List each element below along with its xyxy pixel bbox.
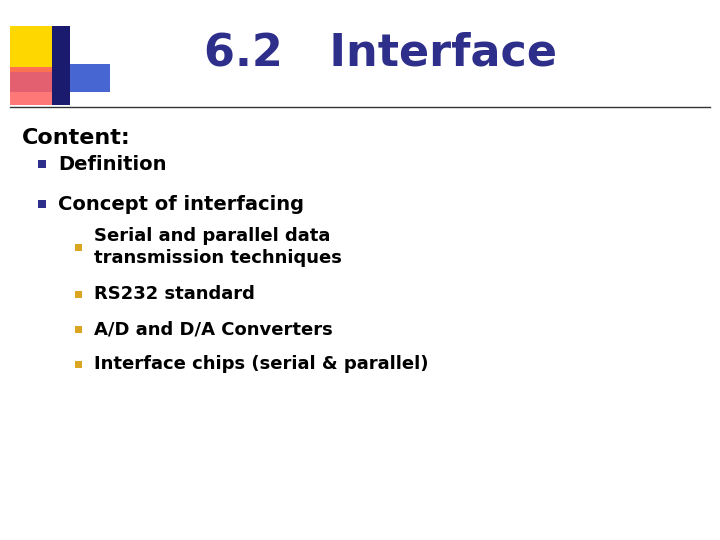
Text: Serial and parallel data
transmission techniques: Serial and parallel data transmission te…: [94, 227, 342, 267]
Bar: [10, 26, 58, 72]
Text: RS232 standard: RS232 standard: [94, 285, 255, 303]
Bar: [74, 361, 81, 368]
Text: Concept of interfacing: Concept of interfacing: [58, 194, 304, 213]
Bar: [10, 64, 110, 92]
Bar: [10, 67, 58, 105]
Text: Definition: Definition: [58, 154, 166, 173]
Bar: [74, 244, 81, 251]
Bar: [74, 291, 81, 298]
Text: Content:: Content:: [22, 128, 131, 148]
Bar: [74, 326, 81, 333]
Text: A/D and D/A Converters: A/D and D/A Converters: [94, 320, 333, 338]
Text: 6.2   Interface: 6.2 Interface: [204, 31, 557, 75]
Text: Interface chips (serial & parallel): Interface chips (serial & parallel): [94, 355, 428, 373]
Bar: [38, 200, 46, 208]
Bar: [52, 26, 70, 105]
Bar: [38, 160, 46, 168]
